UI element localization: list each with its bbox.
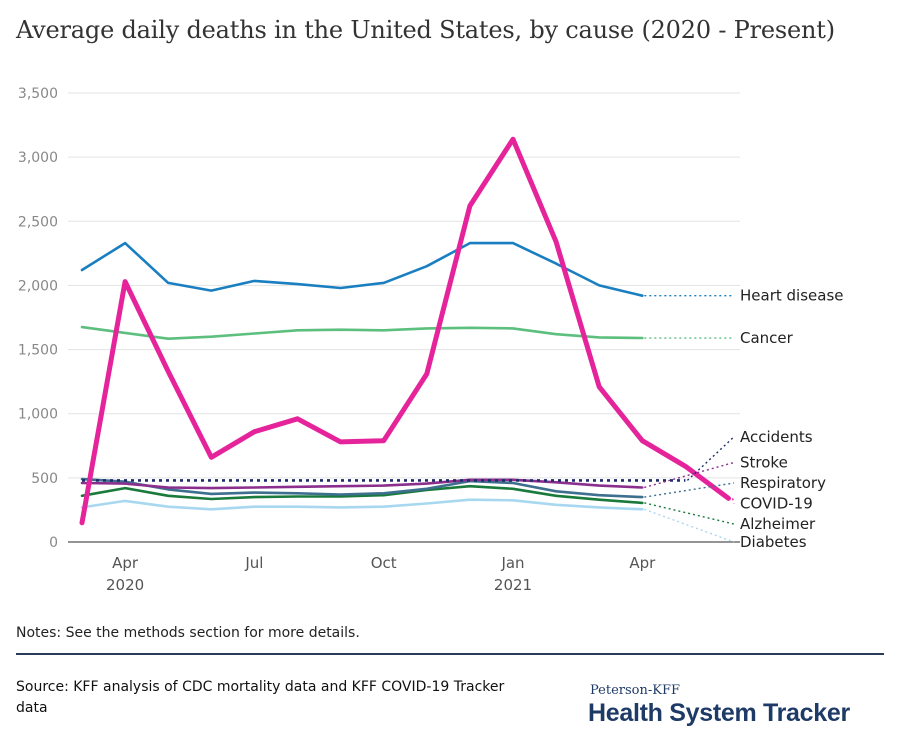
chart-title: Average daily deaths in the United State… [16, 16, 835, 44]
series-label-cancer: Cancer [740, 329, 794, 347]
series-line-heart-disease [80, 241, 644, 297]
y-tick-label: 500 [31, 471, 58, 487]
y-axis: 0 500 1,000 1,500 2,000 2,500 3,000 3,500 [18, 86, 58, 551]
series-label-heart-disease: Heart disease [740, 287, 843, 305]
x-tick-label: Apr [629, 554, 656, 572]
series-label-diabetes: Diabetes [740, 533, 807, 551]
y-tick-label: 0 [49, 535, 58, 551]
y-tick-label: 2,500 [18, 214, 58, 230]
series-line-cancer [80, 325, 644, 340]
x-axis: Apr 2020 Jul Oct Jan 2021 Apr [106, 554, 656, 594]
series-leader-stroke [644, 461, 735, 489]
y-tick-label: 1,000 [18, 407, 58, 423]
series-line-alzheimer [80, 484, 644, 505]
divider [16, 653, 884, 655]
y-tick-label: 3,000 [18, 150, 58, 166]
y-tick-label: 2,000 [18, 278, 58, 294]
y-tick-label: 3,500 [18, 86, 58, 102]
x-tick-label: Apr [112, 554, 139, 572]
series-label-stroke: Stroke [740, 453, 788, 471]
series-line-respiratory [80, 477, 644, 499]
y-tick-label: 1,500 [18, 343, 58, 359]
x-tick-year-label: 2021 [494, 576, 532, 594]
x-tick-label: Oct [371, 554, 397, 572]
x-tick-label: Jul [244, 554, 263, 572]
chart-notes: Notes: See the methods section for more … [16, 625, 360, 641]
brand-subtitle: Peterson-KFF [590, 683, 681, 698]
series-leader-diabetes [644, 508, 735, 543]
series-line-stroke [80, 478, 644, 490]
series-leader-accidents [686, 436, 735, 481]
series-label-alzheimer: Alzheimer [740, 515, 816, 533]
series-label-respiratory: Respiratory [740, 474, 826, 492]
series-leader-respiratory [644, 482, 735, 498]
series-line-covid-19 [79, 136, 731, 526]
series-leader-alzheimer [644, 502, 735, 525]
series-leader-covid-19 [731, 498, 735, 504]
series-label-covid-19: COVID-19 [740, 495, 813, 513]
series-line-diabetes [80, 498, 644, 511]
series-lines [79, 136, 731, 526]
chart-source: Source: KFF analysis of CDC mortality da… [16, 679, 505, 716]
series-label-accidents: Accidents [740, 428, 813, 446]
brand-logo-text: Health System Tracker [588, 699, 850, 727]
x-tick-year-label: 2020 [106, 576, 144, 594]
gridlines [68, 92, 740, 543]
line-chart: 0 500 1,000 1,500 2,000 2,500 3,000 3,500 Apr 20… [18, 86, 844, 594]
x-tick-label: Jan [500, 554, 524, 572]
